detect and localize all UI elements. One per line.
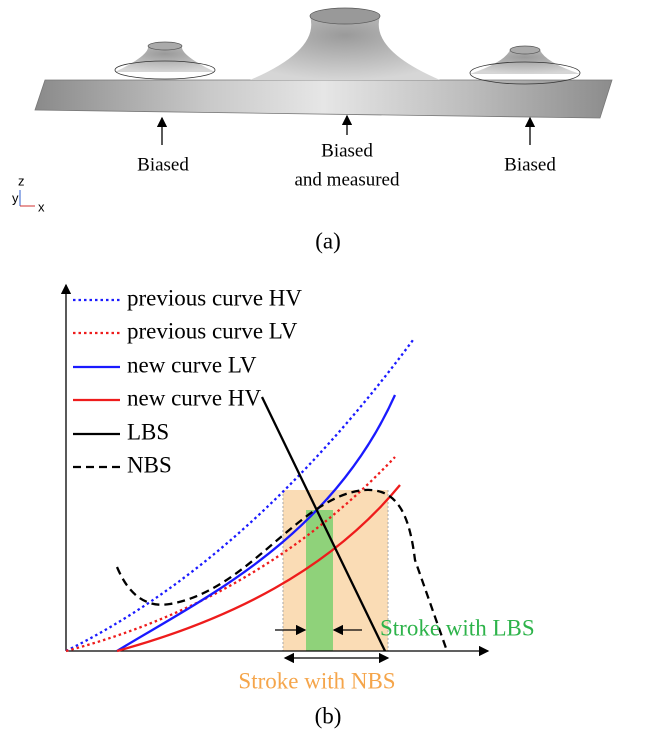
legend-label: NBS xyxy=(127,452,172,477)
axis-label: y xyxy=(12,190,19,205)
membrane xyxy=(35,8,612,118)
legend xyxy=(73,300,120,467)
annotation: Stroke with NBS xyxy=(238,668,395,693)
legend-label: new curve LV xyxy=(127,352,257,377)
axis-triad: z y x xyxy=(12,173,45,214)
legend-label: new curve HV xyxy=(127,385,262,410)
legend-label: LBS xyxy=(127,419,169,444)
label: Biased xyxy=(321,140,373,161)
label: and measured xyxy=(295,169,400,190)
annotation: Stroke with LBS xyxy=(380,615,535,640)
caption: (b) xyxy=(315,703,342,728)
caption: (a) xyxy=(315,228,341,253)
axis-label: x xyxy=(38,199,45,214)
label: Biased xyxy=(504,154,556,175)
lbs-region xyxy=(306,510,333,651)
legend-label: previous curve HV xyxy=(127,285,302,310)
axis-label: z xyxy=(18,173,25,188)
legend-label: previous curve LV xyxy=(127,318,298,343)
label: Biased xyxy=(137,154,189,175)
figure: Biased Biased and measured Biased z y x … xyxy=(0,0,653,733)
